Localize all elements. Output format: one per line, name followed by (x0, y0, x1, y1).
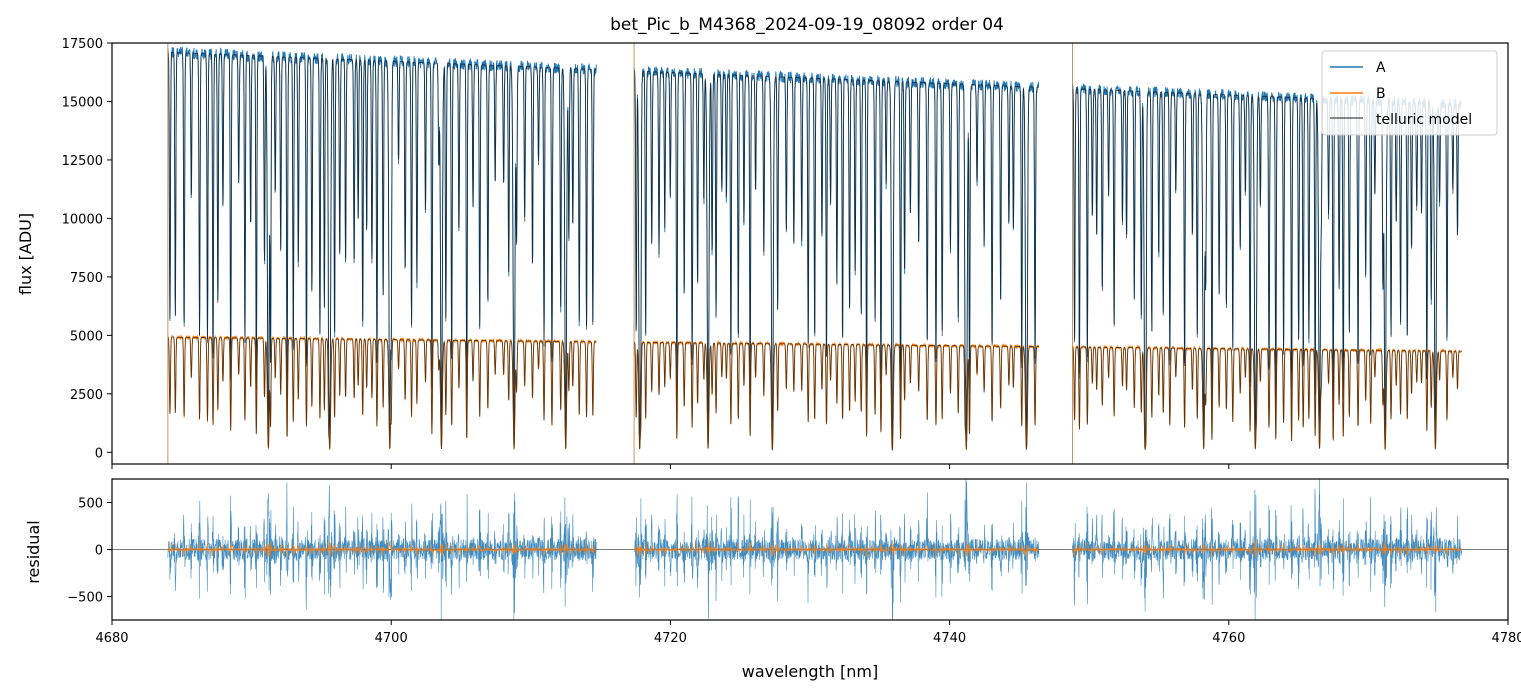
legend: A B telluric model (1321, 50, 1498, 136)
series-telluric-model-segment-1-a (633, 70, 1039, 446)
residual-b-segment-2 (1072, 540, 1462, 558)
legend-label-telluric: telluric model (1376, 112, 1472, 128)
flux-ytick-label: 5000 (70, 329, 103, 344)
residual-b-segment-0 (167, 540, 597, 558)
residual-xtick-label: 4760 (1212, 631, 1245, 646)
residual-ytick-label: 500 (78, 497, 103, 512)
chart-title: bet_Pic_b_M4368_2024-09-19_08092 order 0… (610, 15, 1004, 35)
residual-ytick-label: 0 (95, 544, 103, 559)
wavelength-xlabel: wavelength [nm] (742, 662, 879, 681)
flux-ytick-label: 0 (95, 446, 103, 461)
residual-ytick-label: −500 (67, 591, 103, 606)
series-telluric-model-segment-0-a (167, 51, 597, 441)
flux-panel: 0 2500 5000 7500 10000 12500 15000 17500 flux [… (16, 37, 1509, 469)
legend-box (1321, 50, 1498, 136)
flux-ytick-label: 15000 (62, 95, 103, 110)
series-b-segment-2 (1071, 344, 1463, 451)
residual-a-segment-0 (167, 482, 597, 620)
flux-ytick-label: 2500 (70, 388, 103, 403)
residual-ylabel: residual (24, 520, 43, 583)
flux-ytick-label: 17500 (62, 37, 103, 52)
residual-b-segment-1 (633, 539, 1040, 558)
residual-panel: −500 0 500 4680 4700 4720 4740 4760 4780 residu… (24, 478, 1521, 681)
flux-panel-frame (111, 42, 1509, 465)
residual-a-segment-2 (1072, 479, 1462, 620)
series-telluric-model-segment-0-b (167, 336, 597, 449)
residual-xtick-label: 4680 (95, 631, 128, 646)
residual-xtick-label: 4780 (1491, 631, 1521, 646)
series-telluric-model-segment-2-a (1072, 88, 1462, 445)
legend-label-a: A (1376, 60, 1386, 76)
series-a-segment-2 (1071, 83, 1463, 445)
residual-a-segment-1 (634, 479, 1040, 620)
series-telluric-model-segment-2-b (1072, 346, 1462, 451)
flux-ytick-label: 7500 (70, 271, 103, 286)
flux-ylabel: flux [ADU] (16, 213, 35, 295)
residual-xtick-label: 4720 (654, 631, 687, 646)
series-telluric-model-segment-1-b (633, 341, 1039, 451)
flux-ytick-label: 10000 (62, 212, 103, 227)
legend-label-b: B (1376, 86, 1386, 102)
residual-xtick-label: 4700 (375, 631, 408, 646)
residual-xtick-label: 4740 (933, 631, 966, 646)
flux-ytick-label: 12500 (62, 154, 103, 169)
